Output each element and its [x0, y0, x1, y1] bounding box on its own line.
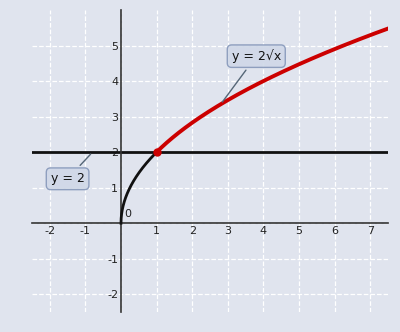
Text: y = 2√x: y = 2√x [222, 49, 281, 102]
Text: 0: 0 [124, 209, 131, 219]
Text: y = 2: y = 2 [51, 154, 91, 185]
